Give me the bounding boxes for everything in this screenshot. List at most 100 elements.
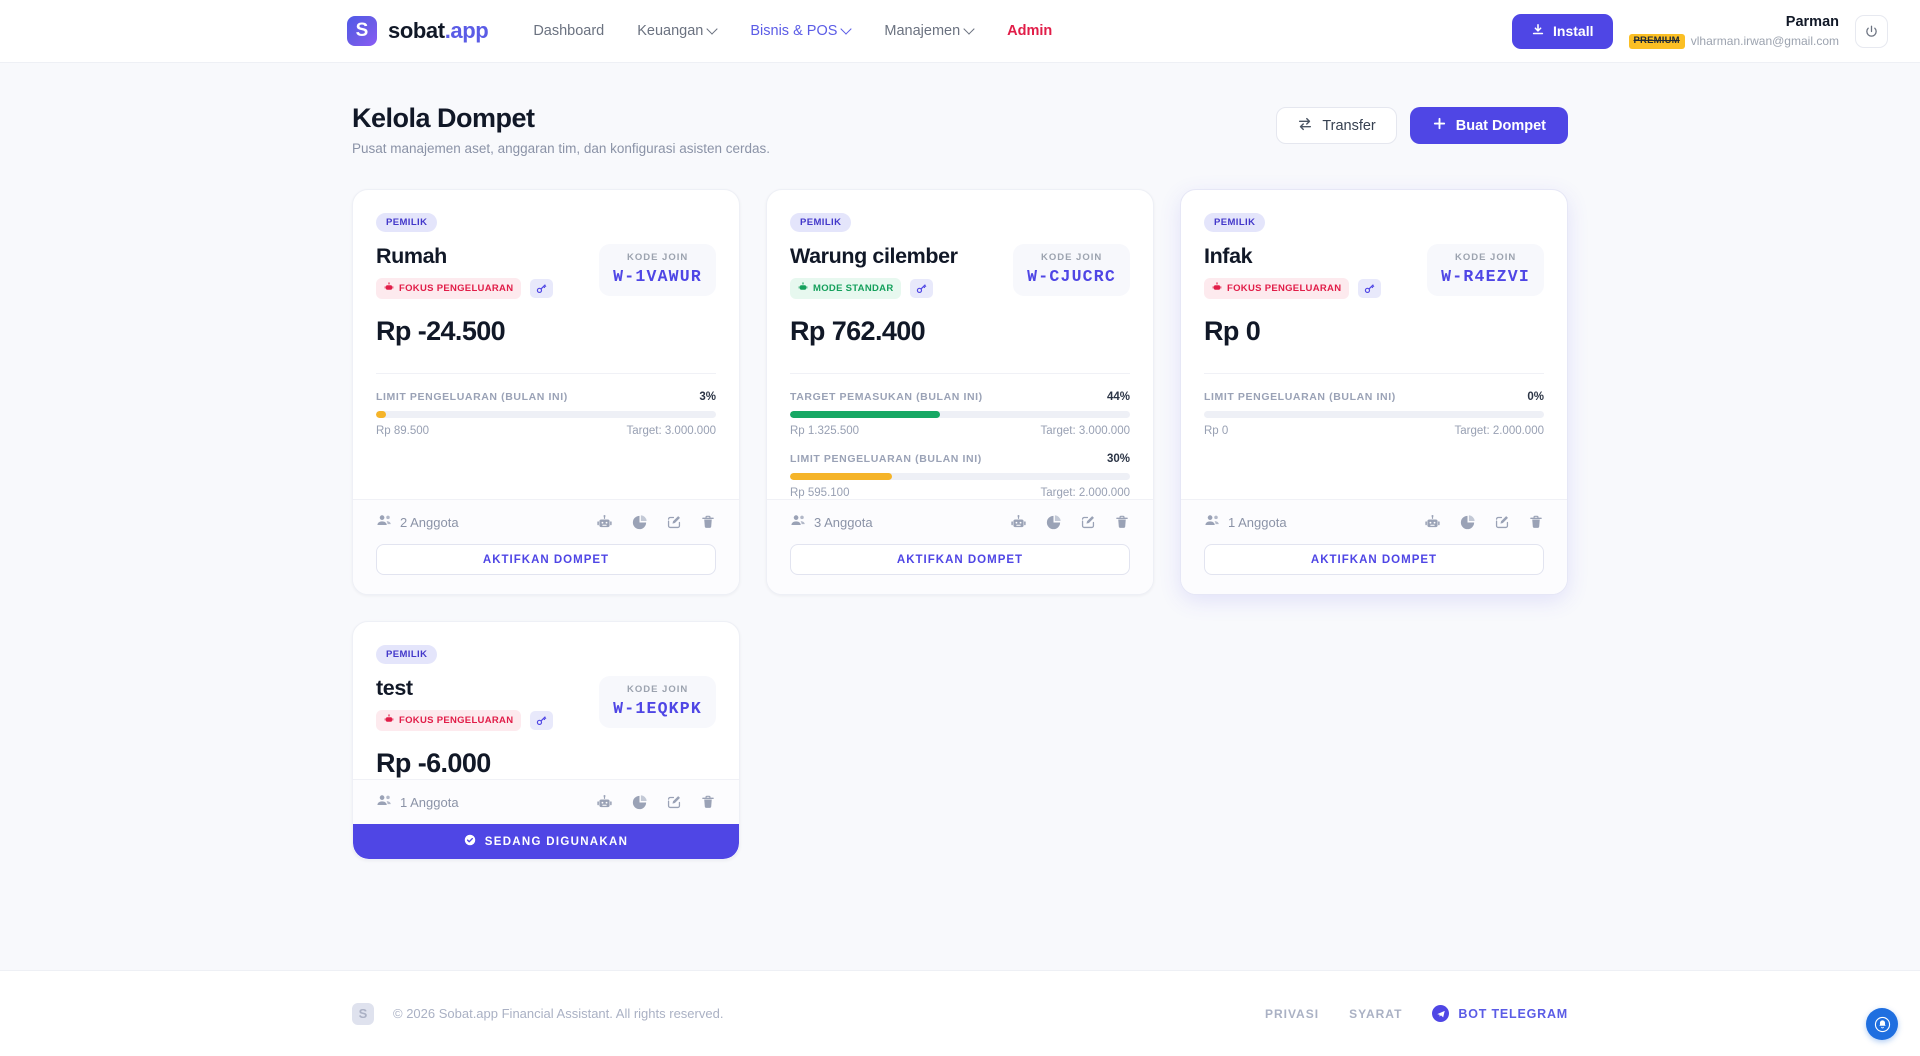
wallet-card-body: PEMILIK Rumah FOKUS PENGELUARAN KODE JOIN W-… (353, 190, 739, 499)
nav-item-label: Manajemen (884, 23, 961, 39)
delete-icon[interactable] (700, 514, 716, 530)
delete-icon[interactable] (1528, 514, 1544, 530)
activate-wallet-button[interactable]: AKTIFKAN DOMPET (376, 544, 716, 575)
wallet-name: Infak (1204, 244, 1253, 268)
sobat-logo-icon: S (347, 16, 377, 46)
role-badge: PEMILIK (790, 213, 852, 232)
delete-icon[interactable] (700, 794, 716, 810)
wallet-card-grid: PEMILIK Rumah FOKUS PENGELUARAN KODE JOIN W-… (352, 189, 1568, 860)
page-header: Kelola Dompet Pusat manajemen aset, angg… (352, 103, 1568, 156)
metric-target-value: Target: 2.000.000 (1454, 425, 1544, 437)
wallet-cta-area: AKTIFKAN DOMPET (1181, 544, 1567, 594)
wallet-card-footer: 2 Anggota (353, 499, 739, 544)
edit-icon[interactable] (666, 514, 682, 530)
nav-item-label: Dashboard (533, 23, 605, 39)
wallet-mode-row: MODE STANDAR (790, 278, 958, 299)
pie-chart-icon[interactable] (1045, 514, 1062, 531)
edit-icon[interactable] (1080, 514, 1096, 530)
join-code-box[interactable]: KODE JOIN W-R4EZVI (1427, 244, 1544, 296)
robot-assistant-icon[interactable] (1010, 514, 1027, 531)
edit-icon[interactable] (666, 794, 682, 810)
brand-name-primary: sobat (388, 18, 445, 43)
user-info[interactable]: Parman PREMIUM vlharman.irwan@gmail.com (1628, 13, 1839, 49)
wallet-in-use-button[interactable]: SEDANG DIGUNAKAN (353, 824, 739, 859)
robot-assistant-icon[interactable] (596, 794, 613, 811)
wallet-cta-area: AKTIFKAN DOMPET (353, 544, 739, 594)
key-icon[interactable] (1358, 279, 1382, 298)
members-icon (376, 513, 392, 531)
delete-icon[interactable] (1114, 514, 1130, 530)
wallet-mode-row: FOKUS PENGELUARAN (1204, 278, 1382, 299)
wallet-mode-row: FOKUS PENGELUARAN (376, 278, 554, 299)
wallet-card[interactable]: PEMILIK test FOKUS PENGELUARAN KODE JOIN W-1… (352, 621, 740, 860)
key-icon[interactable] (530, 711, 554, 730)
activate-wallet-button[interactable]: AKTIFKAN DOMPET (1204, 544, 1544, 575)
wallet-card[interactable]: PEMILIK Warung cilember MODE STANDAR KODE J… (766, 189, 1154, 595)
wallet-title-row: Rumah FOKUS PENGELUARAN KODE JOIN W-1VAWUR (376, 244, 716, 299)
wallet-balance: Rp 0 (1204, 316, 1261, 346)
nav-item-dashboard[interactable]: Dashboard (533, 23, 604, 39)
key-icon[interactable] (530, 279, 554, 298)
edit-icon[interactable] (1494, 514, 1510, 530)
wallet-action-icons (1010, 514, 1130, 531)
activate-wallet-button[interactable]: AKTIFKAN DOMPET (790, 544, 1130, 575)
create-wallet-button[interactable]: Buat Dompet (1409, 107, 1568, 144)
wallet-metrics: TARGET PEMASUKAN (BULAN INI) 44% Rp 1.325.… (790, 373, 1130, 499)
metric-target-value: Target: 2.000.000 (1040, 487, 1130, 499)
power-icon[interactable] (1855, 14, 1888, 48)
top-navbar: S sobat.app Dashboard Keuangan Bisnis & PO… (0, 0, 1920, 63)
user-name: Parman (1785, 14, 1839, 31)
key-icon[interactable] (910, 279, 934, 298)
nav-item-admin[interactable]: Admin (1007, 23, 1052, 39)
metric-progress-bar (376, 411, 716, 418)
notification-bell-button[interactable] (1866, 1008, 1898, 1040)
wallet-card[interactable]: PEMILIK Rumah FOKUS PENGELUARAN KODE JOIN W-… (352, 189, 740, 595)
brand-name-secondary: .app (444, 18, 489, 43)
brand-wordmark: sobat.app (388, 18, 489, 44)
wallet-identity: Rumah FOKUS PENGELUARAN (376, 244, 554, 299)
nav-item-manajemen[interactable]: Manajemen (884, 23, 974, 39)
footer-link-syarat[interactable]: SYARAT (1349, 1006, 1403, 1021)
members-icon (376, 793, 392, 811)
nav-item-keuangan[interactable]: Keuangan (637, 23, 717, 39)
metric-header: LIMIT PENGELUARAN (BULAN INI) 0% (1204, 391, 1544, 403)
join-code-box[interactable]: KODE JOIN W-CJUCRC (1013, 244, 1130, 296)
join-code-label: KODE JOIN (626, 252, 689, 263)
metric-percent: 44% (1106, 391, 1130, 403)
wallet-card[interactable]: PEMILIK Infak FOKUS PENGELUARAN KODE JOIN W-… (1180, 189, 1568, 595)
pie-chart-icon[interactable] (631, 514, 648, 531)
robot-assistant-icon[interactable] (596, 514, 613, 531)
pie-chart-icon[interactable] (1459, 514, 1476, 531)
member-count: 1 Anggota (1204, 513, 1287, 531)
metric-percent: 0% (1527, 391, 1544, 403)
wallet-cta-area: SEDANG DIGUNAKAN (353, 824, 739, 859)
metric-progress-bar (790, 411, 1130, 418)
join-code-box[interactable]: KODE JOIN W-1EQKPK (599, 676, 716, 728)
member-count-label: 1 Anggota (1228, 514, 1287, 530)
telegram-bot-link[interactable]: BOT TELEGRAM (1432, 1005, 1568, 1022)
wallet-name: Rumah (376, 244, 447, 268)
wallet-metric: TARGET PEMASUKAN (BULAN INI) 44% Rp 1.325.… (790, 391, 1130, 437)
metric-current-value: Rp 595.100 (790, 487, 850, 499)
brand-logo-group[interactable]: S sobat.app (347, 16, 489, 46)
wallet-metrics: LIMIT PENGELUARAN (BULAN INI) 0% Rp 0 Targe… (1204, 373, 1544, 437)
transfer-button[interactable]: Transfer (1276, 107, 1397, 144)
pie-chart-icon[interactable] (631, 794, 648, 811)
wallet-action-icons (1424, 514, 1544, 531)
wallet-mode-badge: MODE STANDAR (790, 278, 902, 299)
join-code-box[interactable]: KODE JOIN W-1VAWUR (599, 244, 716, 296)
wallet-metrics: LIMIT PENGELUARAN (BULAN INI) 3% Rp 89.500… (376, 373, 716, 437)
install-button[interactable]: Install (1512, 13, 1613, 49)
nav-item-label: Bisnis & POS (750, 23, 838, 39)
metric-progress-bar (790, 473, 1130, 480)
robot-icon (384, 714, 394, 727)
nav-item-bisnis-pos[interactable]: Bisnis & POS (750, 23, 851, 39)
bell-icon (1874, 1016, 1890, 1032)
join-code-label: KODE JOIN (626, 684, 689, 695)
robot-assistant-icon[interactable] (1424, 514, 1441, 531)
members-icon (790, 513, 806, 531)
wallet-title-row: Warung cilember MODE STANDAR KODE JOIN W-CJ… (790, 244, 1130, 299)
footer-link-privasi[interactable]: PRIVASI (1264, 1006, 1320, 1021)
check-circle-icon (464, 834, 476, 849)
